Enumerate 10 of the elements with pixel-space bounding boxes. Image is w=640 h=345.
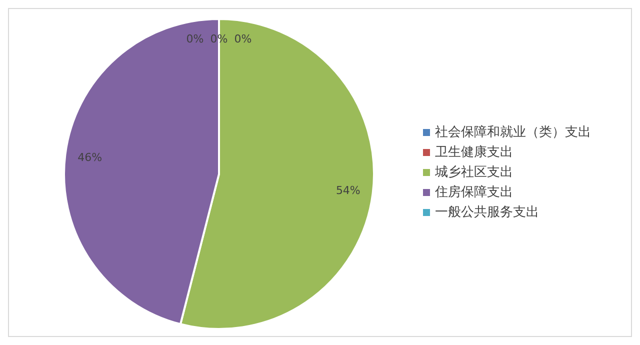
legend-label: 一般公共服务支出 <box>435 204 539 222</box>
legend-label: 社会保障和就业（类）支出 <box>435 124 591 142</box>
text: 0% <box>186 32 204 46</box>
legend-label: 卫生健康支出 <box>435 144 513 162</box>
text: 0% <box>234 32 252 46</box>
data-label: 54% <box>336 184 360 197</box>
text: 0% <box>210 32 228 46</box>
data-label: 46% <box>78 151 102 164</box>
legend-label: 住房保障支出 <box>435 184 513 202</box>
legend-label: 城乡社区支出 <box>435 164 513 182</box>
